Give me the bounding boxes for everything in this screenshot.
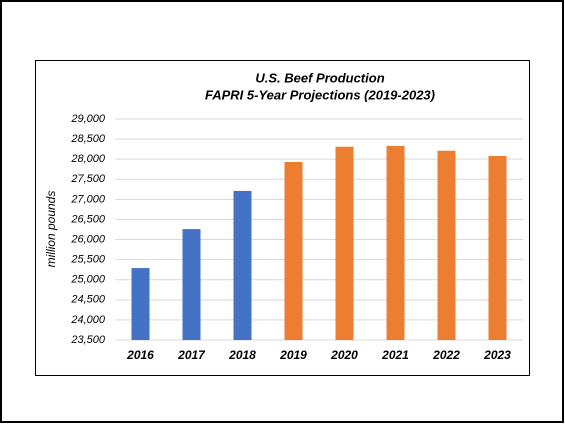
y-tick-label: 28,500 <box>70 133 106 145</box>
x-tick-label: 2023 <box>483 348 511 362</box>
y-axis-title: million pounds <box>44 191 58 268</box>
chart-title: U.S. Beef Production <box>255 70 384 85</box>
x-tick-label: 2018 <box>228 348 256 362</box>
y-tick-label: 24,500 <box>70 294 106 306</box>
y-tick-label: 25,000 <box>70 274 106 286</box>
y-tick-label: 24,000 <box>70 314 106 326</box>
bar <box>131 268 150 340</box>
bar <box>386 145 405 340</box>
y-tick-label: 29,000 <box>70 113 106 125</box>
bar <box>335 146 354 340</box>
y-tick-label: 26,000 <box>70 233 106 245</box>
bar <box>233 190 252 340</box>
x-tick-label: 2021 <box>381 348 409 362</box>
y-tick-label: 27,500 <box>70 173 106 185</box>
x-tick-label: 2016 <box>126 348 154 362</box>
y-tick-label: 25,500 <box>70 254 106 266</box>
x-tick-label: 2022 <box>432 348 460 362</box>
bar <box>284 161 303 340</box>
y-tick-label: 26,500 <box>70 213 106 225</box>
x-tick-label: 2020 <box>330 348 358 362</box>
bar <box>437 150 456 340</box>
x-tick-label: 2019 <box>279 348 307 362</box>
x-tick-label: 2017 <box>177 348 206 362</box>
y-tick-label: 27,000 <box>70 193 106 205</box>
chart-subtitle: FAPRI 5-Year Projections (2019-2023) <box>205 87 435 102</box>
y-tick-label: 23,500 <box>70 334 106 346</box>
bar <box>182 229 201 340</box>
y-tick-label: 28,000 <box>70 153 106 165</box>
bar <box>488 155 507 340</box>
